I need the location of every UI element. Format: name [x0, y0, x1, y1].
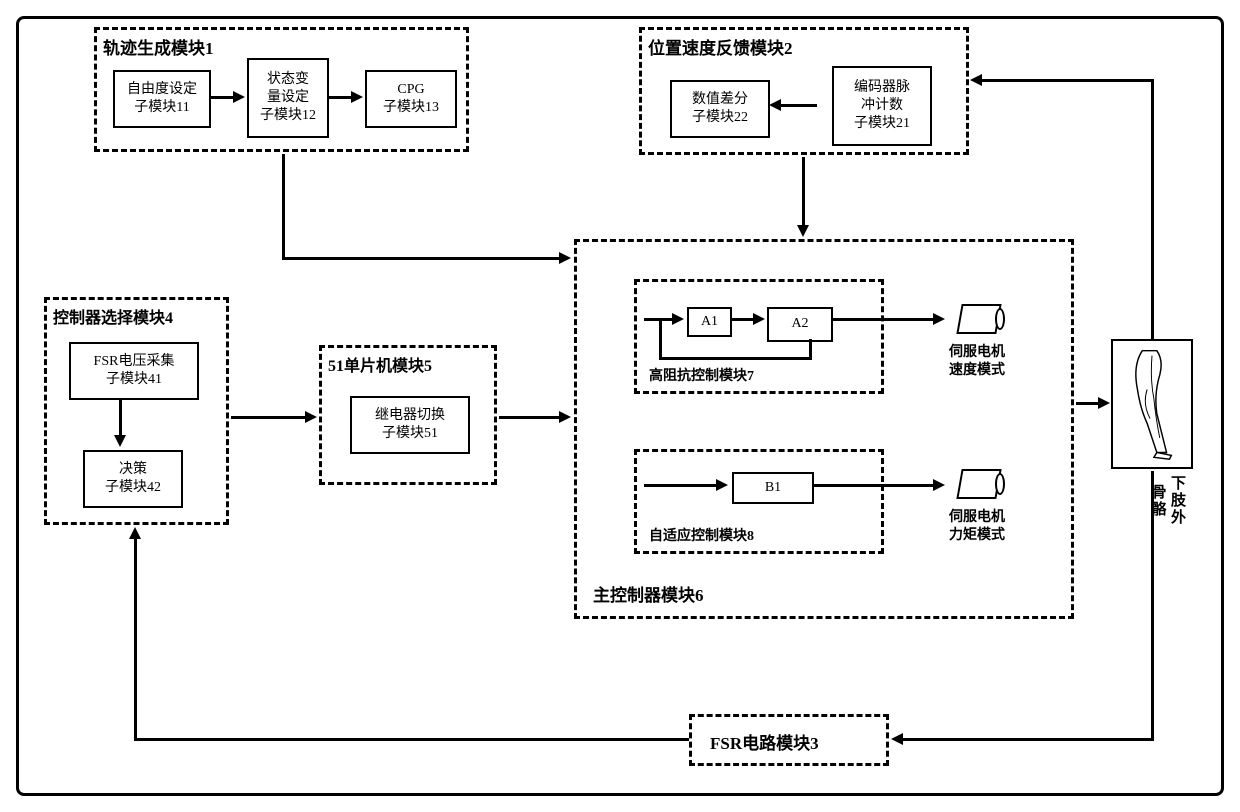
- arrow-1-6-v: [282, 154, 285, 259]
- leg-exoskeleton: [1111, 339, 1193, 469]
- arrow-a2-motor-head: [933, 313, 945, 325]
- leg-icon: [1113, 341, 1191, 467]
- arrow-into-b1-head: [716, 479, 728, 491]
- arrow-a2-motor: [833, 318, 933, 321]
- arrow-leg-3-h: [903, 738, 1154, 741]
- arrow-5-6-head: [559, 411, 571, 423]
- module3-title: FSR电路模块3: [692, 717, 886, 758]
- arrow-into-a1: [644, 318, 672, 321]
- arrow-leg-2-head: [970, 74, 982, 86]
- arrow-3-4-v: [134, 539, 137, 741]
- arrow-11-12: [209, 96, 233, 99]
- arrow-21-22-head: [769, 99, 781, 111]
- module6-title: 主控制器模块6: [587, 577, 710, 610]
- module4-title: 控制器选择模块4: [47, 300, 226, 332]
- motor-speed-label: 伺服电机 速度模式: [949, 344, 1005, 380]
- arrow-1-6-head: [559, 252, 571, 264]
- arrow-fb-v2: [659, 320, 662, 360]
- arrow-3-4-head: [129, 527, 141, 539]
- motor-speed: [959, 304, 999, 334]
- arrow-leg-3-v: [1151, 471, 1154, 740]
- module3: FSR电路模块3: [689, 714, 889, 766]
- arrow-2-6: [802, 157, 805, 225]
- motor-torque-label: 伺服电机 力矩模式: [949, 509, 1005, 545]
- arrow-b1-motor: [813, 484, 933, 487]
- module5: 51单片机模块5 继电器切换 子模块51: [319, 345, 497, 485]
- module8: B1 自适应控制模块8: [634, 449, 884, 554]
- arrow-b1-motor-head: [933, 479, 945, 491]
- arrow-4-5-head: [305, 411, 317, 423]
- module7: A1 A2 高阻抗控制模块7: [634, 279, 884, 394]
- module7-title: 高阻抗控制模块7: [643, 361, 760, 389]
- module4: 控制器选择模块4 FSR电压采集 子模块41 决策 子模块42: [44, 297, 229, 525]
- arrow-a1-a2-head: [753, 313, 765, 325]
- arrow-fb-h: [659, 357, 812, 360]
- arrow-6-leg-head: [1098, 397, 1110, 409]
- arrow-12-13-head: [351, 91, 363, 103]
- module2-title: 位置速度反馈模块2: [642, 30, 966, 63]
- arrow-12-13: [327, 96, 351, 99]
- arrow-fb-v1: [809, 339, 812, 359]
- arrow-4-5: [231, 416, 305, 419]
- sub21: 编码器脉 冲计数 子模块21: [832, 66, 932, 146]
- arrow-3-4-h: [134, 738, 689, 741]
- module1: 轨迹生成模块1 自由度设定 子模块11 状态变 量设定 子模块12 CPG 子模…: [94, 27, 469, 152]
- arrow-41-42-head: [114, 435, 126, 447]
- arrow-a1-a2: [731, 318, 753, 321]
- arrow-6-leg: [1076, 402, 1098, 405]
- module2: 位置速度反馈模块2 数值差分 子模块22 编码器脉 冲计数 子模块21: [639, 27, 969, 155]
- arrow-leg-2-v: [1151, 79, 1154, 339]
- module8-title: 自适应控制模块8: [643, 521, 760, 549]
- motor-torque: [959, 469, 999, 499]
- diagram-container: 轨迹生成模块1 自由度设定 子模块11 状态变 量设定 子模块12 CPG 子模…: [16, 16, 1224, 796]
- arrow-21-22: [781, 104, 817, 107]
- b1: B1: [732, 472, 814, 504]
- sub22: 数值差分 子模块22: [670, 80, 770, 138]
- sub51: 继电器切换 子模块51: [350, 396, 470, 454]
- arrow-5-6: [499, 416, 559, 419]
- a2: A2: [767, 307, 833, 342]
- arrow-1-6-h: [282, 257, 560, 260]
- arrow-into-a1-head: [672, 313, 684, 325]
- sub12: 状态变 量设定 子模块12: [247, 58, 329, 138]
- arrow-41-42: [119, 399, 122, 435]
- sub41: FSR电压采集 子模块41: [69, 342, 199, 400]
- sub11: 自由度设定 子模块11: [113, 70, 211, 128]
- sub42: 决策 子模块42: [83, 450, 183, 508]
- arrow-11-12-head: [233, 91, 245, 103]
- arrow-into-b1: [644, 484, 716, 487]
- module5-title: 51单片机模块5: [322, 348, 494, 380]
- arrow-leg-3-head: [891, 733, 903, 745]
- arrow-2-6-head: [797, 225, 809, 237]
- sub13: CPG 子模块13: [365, 70, 457, 128]
- arrow-leg-2-h: [982, 79, 1154, 82]
- a1: A1: [687, 307, 732, 337]
